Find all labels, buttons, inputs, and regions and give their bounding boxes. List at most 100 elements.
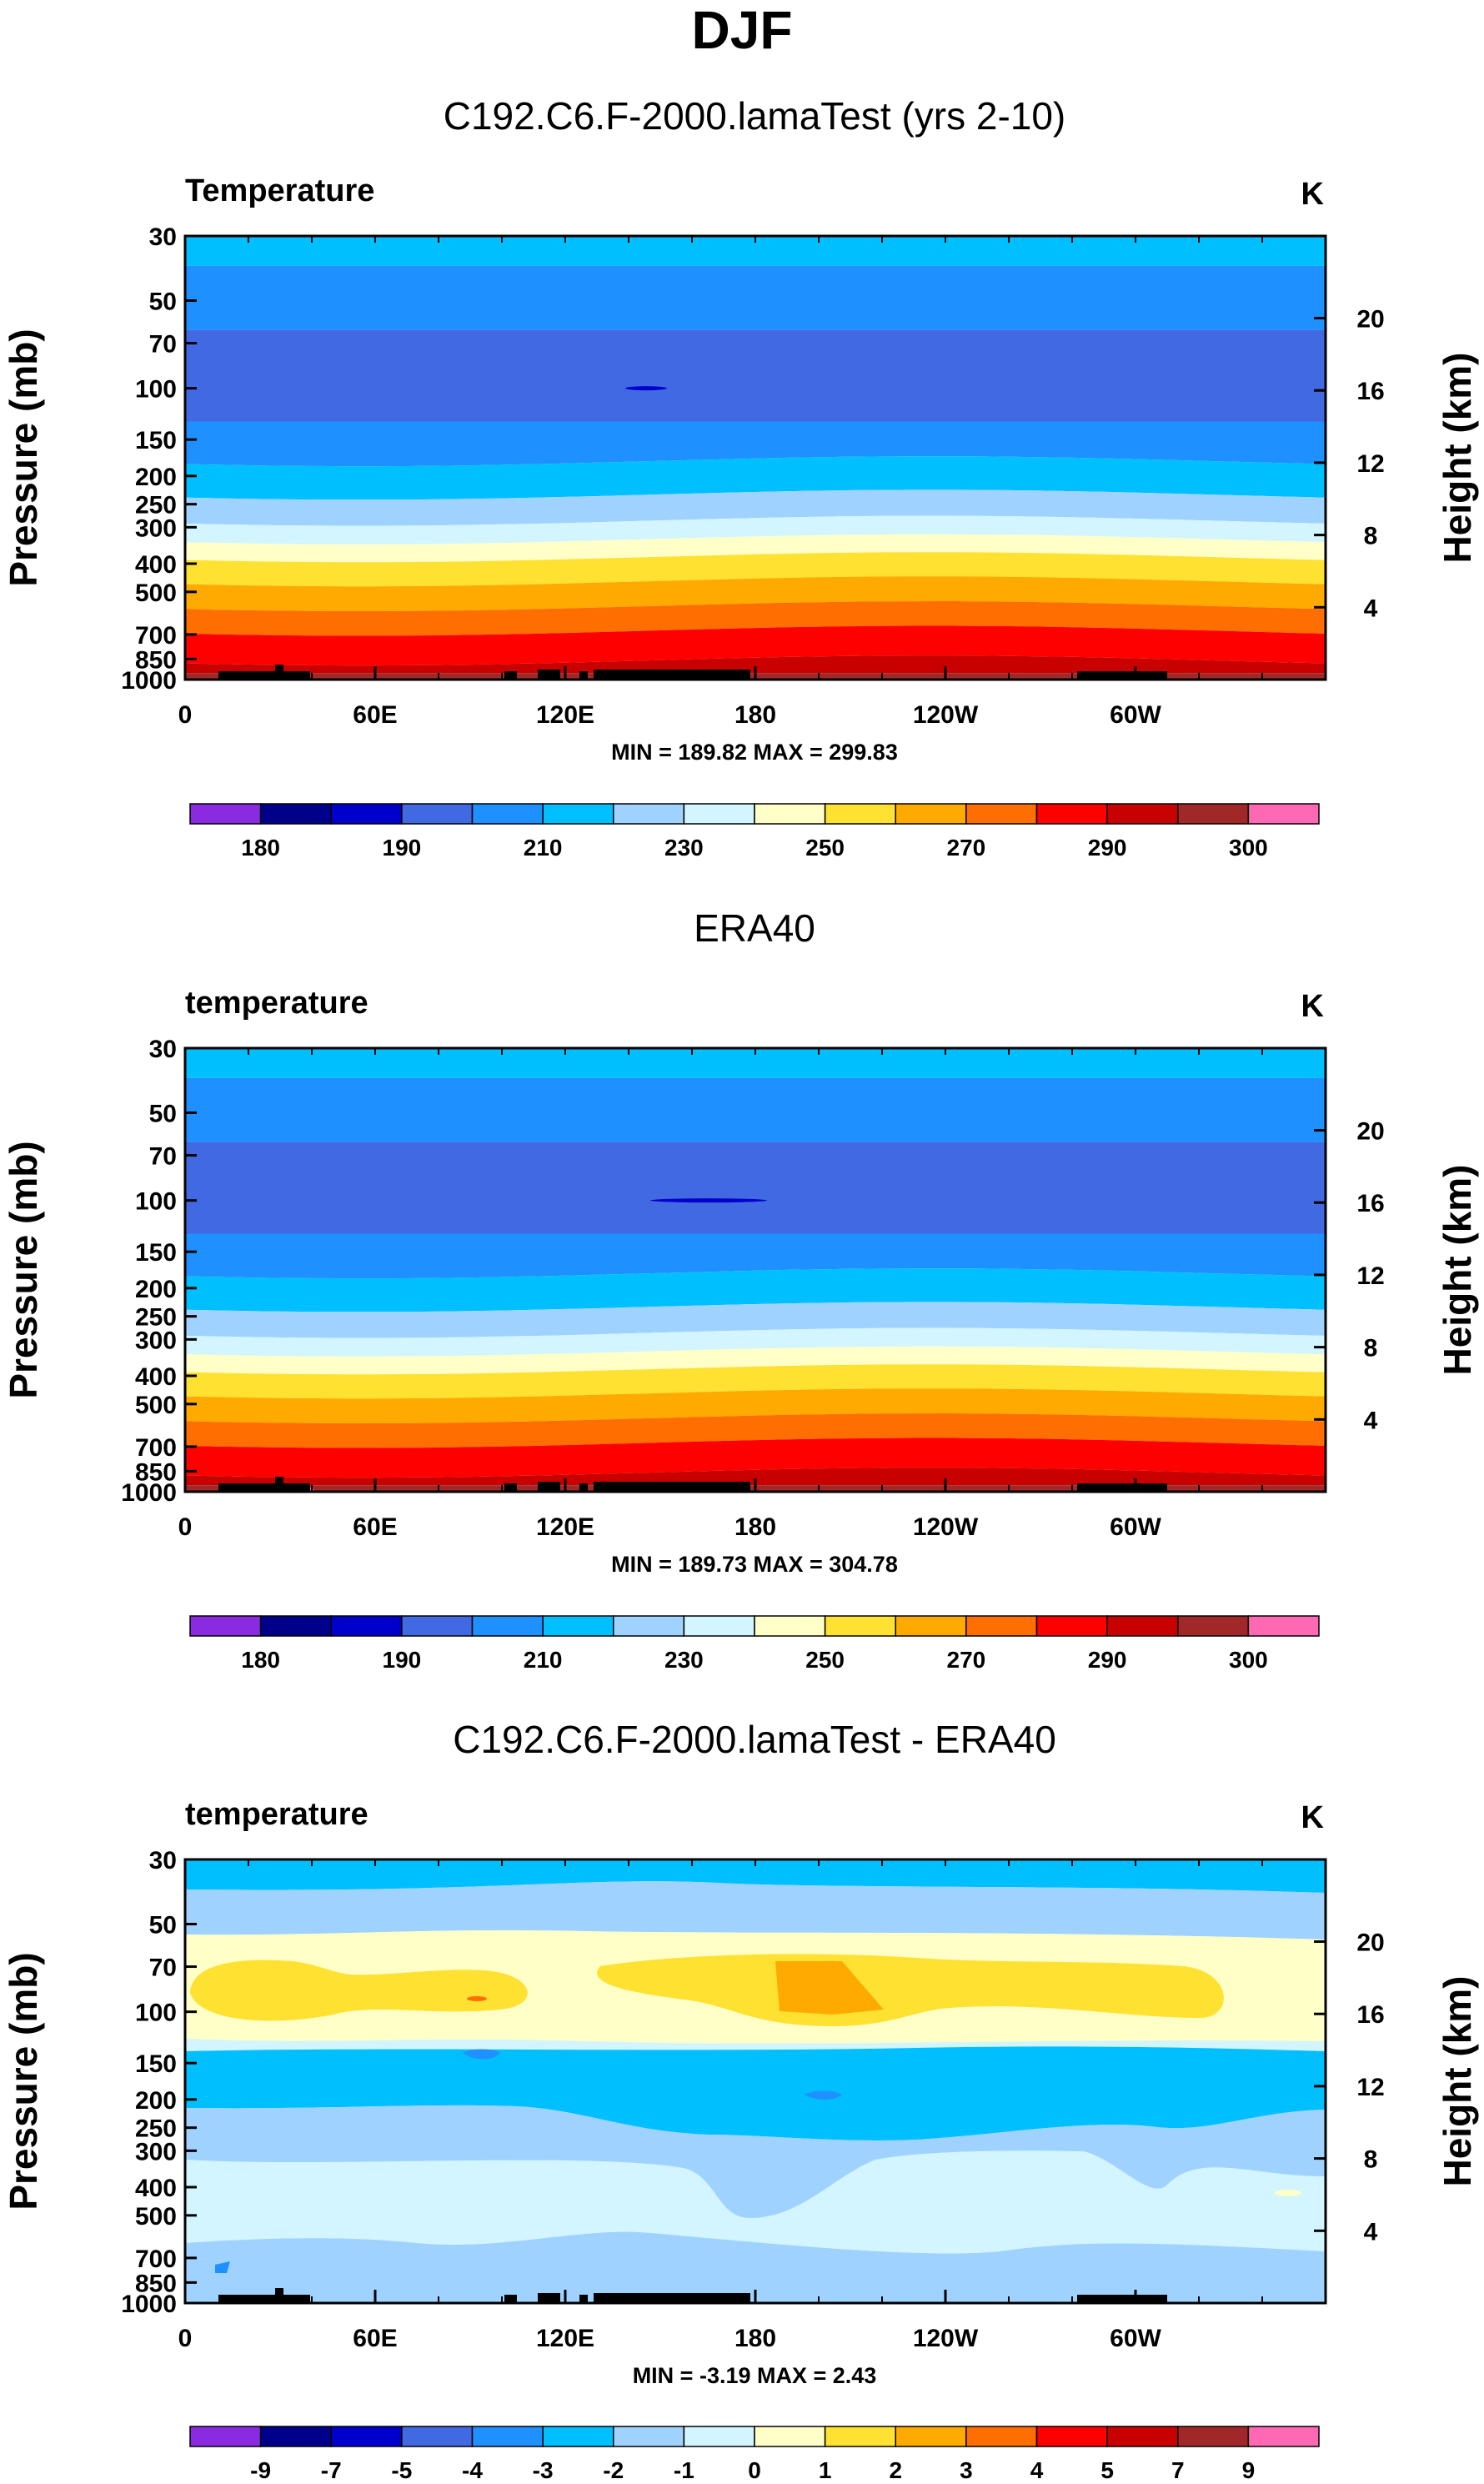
colorbar-swatch xyxy=(259,803,332,825)
temperature-band xyxy=(185,552,1326,587)
colorbar-swatch xyxy=(1177,2426,1250,2447)
colorbar-swatch xyxy=(683,2426,755,2447)
topography-block xyxy=(579,671,588,680)
temperature-band xyxy=(185,1413,1326,1448)
colorbar-label: 190 xyxy=(383,1647,422,1673)
pressure-tick-label: 30 xyxy=(149,223,177,251)
topography-block xyxy=(218,2295,310,2303)
colorbar-label: -2 xyxy=(603,2457,624,2480)
pressure-tick-label: 700 xyxy=(135,2246,177,2273)
min-max-stats: MIN = 189.73 MAX = 304.78 xyxy=(611,1552,898,1577)
temperature-band xyxy=(185,1346,1326,1375)
warm-spot xyxy=(1275,2190,1301,2196)
colorbar-label: 230 xyxy=(664,1647,704,1673)
difference-region xyxy=(775,1961,884,2015)
topography-block xyxy=(538,2293,560,2303)
colorbar-label: -5 xyxy=(391,2457,412,2480)
colorbar-label: -9 xyxy=(250,2457,271,2480)
temperature-band xyxy=(185,329,1326,422)
longitude-tick-label: 180 xyxy=(734,1513,776,1541)
colorbar-label: 300 xyxy=(1229,1647,1268,1673)
pressure-tick-label: 250 xyxy=(135,2115,177,2143)
colorbar-swatch xyxy=(471,1615,544,1637)
pressure-tick-label: 150 xyxy=(135,1239,177,1267)
colorbar-swatch xyxy=(895,803,967,825)
colorbar-label: 270 xyxy=(947,835,986,861)
colorbar-label: 9 xyxy=(1242,2457,1256,2480)
cold-cell xyxy=(650,1198,767,1203)
colorbar-label: 250 xyxy=(805,1647,845,1673)
temperature-band xyxy=(185,1233,1326,1279)
pressure-tick-label: 400 xyxy=(135,2175,177,2202)
colorbar-label: 7 xyxy=(1171,2457,1185,2480)
temperature-band xyxy=(185,1142,1326,1234)
topography-block xyxy=(579,1483,588,1492)
temperature-band xyxy=(185,1364,1326,1399)
units-label: K xyxy=(1301,989,1325,1024)
temperature-band xyxy=(185,1268,1326,1312)
height-tick-label: 4 xyxy=(1364,1407,1378,1434)
colorbar-swatch xyxy=(1106,1615,1179,1637)
colorbar-label: 300 xyxy=(1229,835,1268,861)
temperature-band xyxy=(185,1388,1326,1423)
longitude-tick-label: 60E xyxy=(353,701,397,729)
temperature-band xyxy=(185,1077,1326,1142)
longitude-tick-label: 180 xyxy=(734,2325,776,2352)
colorbar-swatch xyxy=(1035,803,1108,825)
pressure-tick-label: 200 xyxy=(135,2087,177,2115)
colorbar-swatch xyxy=(824,2426,896,2447)
colorbar-swatch xyxy=(542,1615,614,1637)
pressure-tick-label: 200 xyxy=(135,1276,177,1303)
contour-field xyxy=(185,1048,1326,1492)
panel-title: ERA40 xyxy=(694,906,815,950)
pressure-tick-label: 850 xyxy=(135,646,177,674)
height-tick-label: 4 xyxy=(1364,595,1378,622)
height-tick-label: 20 xyxy=(1356,1929,1384,1957)
colorbar-label: -1 xyxy=(674,2457,694,2480)
colorbar-label: 230 xyxy=(664,835,704,861)
pressure-tick-label: 30 xyxy=(149,1036,177,1063)
colorbar-swatch xyxy=(754,1615,826,1637)
height-tick-label: 8 xyxy=(1364,1335,1378,1362)
variable-label: temperature xyxy=(185,1797,368,1832)
panel-title: C192.C6.F-2000.lamaTest (yrs 2-10) xyxy=(444,94,1066,138)
colorbar-label: -4 xyxy=(462,2457,483,2480)
chart-panel: C192.C6.F-2000.lamaTest (yrs 2-10) Temper… xyxy=(2,94,1479,861)
topography-block xyxy=(218,671,310,680)
colorbar-label: 270 xyxy=(947,1647,986,1673)
temperature-band xyxy=(185,489,1326,526)
colorbar-swatch xyxy=(189,1615,262,1637)
temperature-band xyxy=(185,421,1326,467)
colorbar-label: -3 xyxy=(533,2457,554,2480)
topography-block xyxy=(538,670,560,680)
longitude-tick-label: 60W xyxy=(1110,2325,1161,2352)
pressure-tick-label: 300 xyxy=(135,2138,177,2165)
colorbar-swatch xyxy=(259,1615,332,1637)
pressure-tick-label: 250 xyxy=(135,1304,177,1332)
pressure-tick-label: 400 xyxy=(135,551,177,579)
topography-block xyxy=(218,1483,310,1492)
longitude-tick-label: 60E xyxy=(353,2325,397,2352)
difference-region xyxy=(597,1954,1224,2026)
height-tick-label: 8 xyxy=(1364,2146,1378,2174)
pressure-tick-label: 500 xyxy=(135,580,177,607)
difference-region xyxy=(185,2046,1326,2140)
temperature-band xyxy=(185,655,1326,674)
colorbar-label: 290 xyxy=(1088,1647,1127,1673)
pressure-tick-label: 100 xyxy=(135,376,177,404)
variable-label: Temperature xyxy=(185,173,374,208)
topography-block xyxy=(275,2288,283,2303)
colorbar-swatch xyxy=(401,1615,474,1637)
colorbar-label: 210 xyxy=(524,1647,563,1673)
longitude-tick-label: 0 xyxy=(178,2325,193,2352)
chart-panel: C192.C6.F-2000.lamaTest - ERA40 temperatu… xyxy=(2,1718,1479,2483)
colorbar-label: 2 xyxy=(889,2457,902,2480)
longitude-tick-label: 120W xyxy=(913,2325,979,2352)
topography-block xyxy=(579,2295,588,2303)
colorbar-swatch xyxy=(613,1615,685,1637)
topography-block xyxy=(275,665,283,680)
pressure-tick-label: 850 xyxy=(135,2270,177,2297)
height-tick-label: 16 xyxy=(1356,378,1384,405)
longitude-tick-label: 120E xyxy=(536,1513,594,1541)
